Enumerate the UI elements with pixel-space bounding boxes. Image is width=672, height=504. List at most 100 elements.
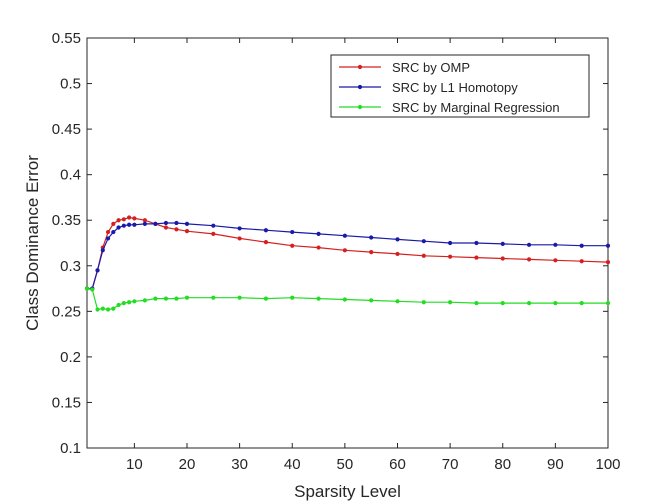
y-tick-label: 0.15 [52,394,81,411]
data-point [579,243,584,248]
data-point [111,229,116,235]
data-point [142,298,147,303]
y-tick-label: 0.4 [60,167,81,184]
data-point [263,228,269,233]
data-point [553,258,558,263]
data-point [105,229,111,235]
data-point [605,260,611,265]
data-point [105,236,111,241]
data-point [500,301,505,306]
x-tick-label: 40 [284,456,301,473]
data-point [127,300,132,305]
data-point [211,295,216,300]
data-point [342,297,347,302]
data-point [95,268,100,273]
data-point [121,223,126,228]
legend-marker [357,84,363,90]
x-tick-label: 10 [126,456,143,473]
data-point [153,296,158,301]
series-layer [84,215,611,312]
data-point [100,306,105,311]
data-point [448,254,453,259]
data-point [95,307,100,312]
x-tick-label: 90 [547,456,564,473]
data-point [163,220,169,226]
data-point [163,225,169,230]
data-point [163,296,169,301]
y-tick-label: 0.45 [52,121,81,138]
data-point [369,298,374,303]
data-point [448,300,453,305]
data-point [111,221,116,226]
data-point [500,256,505,261]
data-point [579,259,584,264]
x-tick-label: 60 [389,456,406,473]
data-point [263,296,269,301]
y-tick-label: 0.35 [52,212,81,229]
x-tick-label: 50 [337,456,354,473]
y-tick-label: 0.25 [52,303,81,320]
data-point [395,299,400,304]
data-point [395,237,400,242]
legend-label: SRC by OMP [392,60,470,75]
data-point [153,221,158,226]
data-point [369,235,374,240]
data-point [184,295,190,300]
data-point [174,227,179,232]
data-point [127,215,132,220]
data-point [184,229,190,234]
y-tick-label: 0.3 [60,258,81,275]
data-point [132,299,137,304]
data-point [142,218,147,223]
data-point [116,218,121,223]
data-point [526,242,532,247]
data-point [90,287,95,292]
data-point [421,300,426,305]
x-axis: 10 20 30 40 50 60 70 80 90 100 [126,38,621,473]
data-point [526,257,532,262]
data-point [474,301,479,306]
legend-label: SRC by L1 Homotopy [392,80,518,95]
data-point [605,301,611,306]
data-point [448,240,453,246]
data-point [111,306,116,311]
data-point [290,295,295,300]
data-point [84,286,90,291]
data-point [105,307,111,312]
y-axis: 0.1 0.15 0.2 0.25 0.3 0.35 0.4 0.45 0.5 0.55 [52,30,608,457]
y-axis-label: Class Dominance Error [23,155,42,331]
series-2 [84,220,611,291]
x-tick-label: 30 [231,456,248,473]
x-tick-label: 70 [442,456,459,473]
data-point [121,217,126,222]
x-tick-label: 80 [494,456,511,473]
data-point [116,225,121,230]
data-point [605,243,611,248]
data-point [474,255,479,260]
y-tick-label: 0.1 [60,440,81,457]
data-point [474,240,479,246]
data-point [500,241,505,247]
data-point [100,248,105,253]
data-point [237,295,242,300]
data-point [290,243,295,248]
data-point [395,251,400,257]
legend-marker [357,104,363,110]
data-point [132,216,137,221]
legend-label: SRC by Marginal Regression [392,100,560,115]
data-point [142,221,147,226]
data-point [579,301,584,306]
data-point [127,222,132,227]
legend: SRC by OMP SRC by L1 Homotopy SRC by Margi… [330,54,590,118]
x-tick-label: 20 [179,456,196,473]
data-point [342,233,347,238]
legend-marker [357,64,363,70]
data-point [174,296,179,301]
data-point [211,231,216,236]
x-axis-label: Sparsity Level [294,482,401,501]
data-point [184,221,190,226]
data-point [316,296,321,301]
x-tick-label: 100 [595,456,620,473]
y-tick-label: 0.5 [60,76,81,93]
data-point [116,302,121,308]
